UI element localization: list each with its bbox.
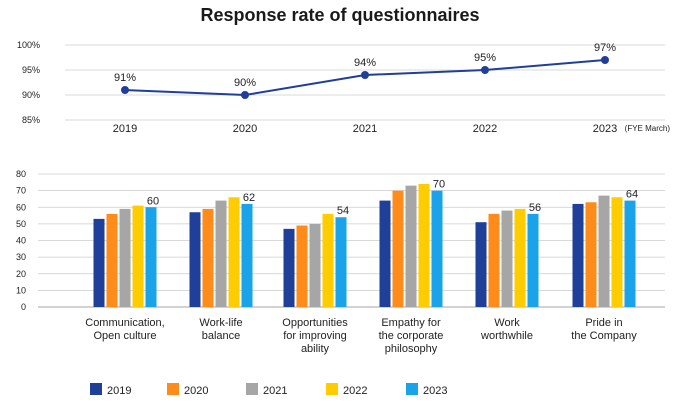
legend-label: 2019 <box>107 385 131 397</box>
bar-y-tick-label: 30 <box>16 252 26 262</box>
legend-label: 2021 <box>263 385 287 397</box>
bar-category-label: Open culture <box>94 330 157 342</box>
legend-swatch <box>326 383 338 395</box>
line-point <box>121 86 129 94</box>
line-data-label: 97% <box>594 42 616 54</box>
bar-2022 <box>418 183 430 307</box>
line-x-tick-label: 2021 <box>353 123 377 135</box>
bar-category-label: Work-life <box>199 317 242 329</box>
bar-2022 <box>132 205 144 307</box>
line-point <box>601 56 609 64</box>
bar-2020 <box>202 208 214 307</box>
bar-data-label: 64 <box>626 189 638 201</box>
bar-2022 <box>228 197 240 307</box>
line-y-tick-label: 85% <box>22 115 40 125</box>
bar-2023 <box>241 203 253 307</box>
bar-2021 <box>119 208 131 307</box>
bar-2019 <box>93 218 105 307</box>
bar-category-label: Opportunities <box>282 317 348 329</box>
bar-category-label: the Company <box>571 330 637 342</box>
bar-2021 <box>598 195 610 307</box>
bar-category-label: Pride in <box>585 317 622 329</box>
legend-swatch <box>167 383 179 395</box>
line-data-label: 94% <box>354 57 376 69</box>
bar-2021 <box>309 223 321 307</box>
bar-2020 <box>488 213 500 307</box>
line-x-tick-label: 2022 <box>473 123 497 135</box>
bar-category-label: the corporate <box>379 330 444 342</box>
bar-category-label: Work <box>494 317 520 329</box>
line-y-tick-label: 95% <box>22 65 40 75</box>
legend-swatch <box>406 383 418 395</box>
bar-2019 <box>283 228 295 307</box>
bar-data-label: 62 <box>243 192 255 204</box>
bar-2023 <box>431 190 443 307</box>
bar-category-label: Empathy for <box>381 317 441 329</box>
chart-title: Response rate of questionnaires <box>200 5 480 25</box>
line-point <box>481 66 489 74</box>
bar-category-label: ability <box>301 343 330 355</box>
bar-2023 <box>527 213 539 307</box>
bar-2021 <box>501 210 513 307</box>
bar-y-tick-label: 10 <box>16 285 26 295</box>
legend-swatch <box>246 383 258 395</box>
line-point <box>241 91 249 99</box>
bar-2019 <box>189 212 201 307</box>
bar-data-label: 70 <box>433 179 445 191</box>
bar-category-label: balance <box>202 330 241 342</box>
bar-category-label: philosophy <box>385 343 438 355</box>
bar-2023 <box>145 207 157 307</box>
bar-y-tick-label: 0 <box>21 302 26 312</box>
bar-2023 <box>624 200 636 307</box>
line-x-tick-label: 2023 <box>593 123 617 135</box>
bar-2019 <box>572 203 584 307</box>
bar-y-tick-label: 60 <box>16 202 26 212</box>
line-x-tick-label: 2019 <box>113 123 137 135</box>
legend-swatch <box>90 383 102 395</box>
bar-category-label: Communication, <box>85 317 164 329</box>
bar-y-tick-label: 80 <box>16 169 26 179</box>
bar-2020 <box>106 213 118 307</box>
bar-2021 <box>405 185 417 307</box>
legend-label: 2023 <box>423 385 447 397</box>
bar-data-label: 60 <box>147 195 159 207</box>
bar-2019 <box>379 200 391 307</box>
bar-2023 <box>335 217 347 307</box>
line-unit-note: (FYE March) <box>625 124 671 133</box>
line-y-tick-label: 100% <box>17 40 40 50</box>
legend-label: 2022 <box>343 385 367 397</box>
bar-y-tick-label: 40 <box>16 236 26 246</box>
bar-data-label: 54 <box>337 205 349 217</box>
bar-2020 <box>392 190 404 307</box>
line-data-label: 95% <box>474 52 496 64</box>
bar-2022 <box>322 213 334 307</box>
legend-label: 2020 <box>184 385 208 397</box>
bar-category-label: worthwhile <box>480 330 533 342</box>
bar-data-label: 56 <box>529 202 541 214</box>
line-y-tick-label: 90% <box>22 90 40 100</box>
bar-2020 <box>296 225 308 307</box>
line-data-label: 91% <box>114 72 136 84</box>
bar-2020 <box>585 202 597 307</box>
bar-y-tick-label: 70 <box>16 186 26 196</box>
bar-2022 <box>514 208 526 307</box>
line-x-tick-label: 2020 <box>233 123 257 135</box>
bar-2019 <box>475 222 487 307</box>
bar-y-tick-label: 20 <box>16 269 26 279</box>
bar-2021 <box>215 200 227 307</box>
line-point <box>361 71 369 79</box>
bar-category-label: for improving <box>283 330 347 342</box>
line-data-label: 90% <box>234 77 256 89</box>
bar-y-tick-label: 50 <box>16 219 26 229</box>
bar-2022 <box>611 197 623 307</box>
